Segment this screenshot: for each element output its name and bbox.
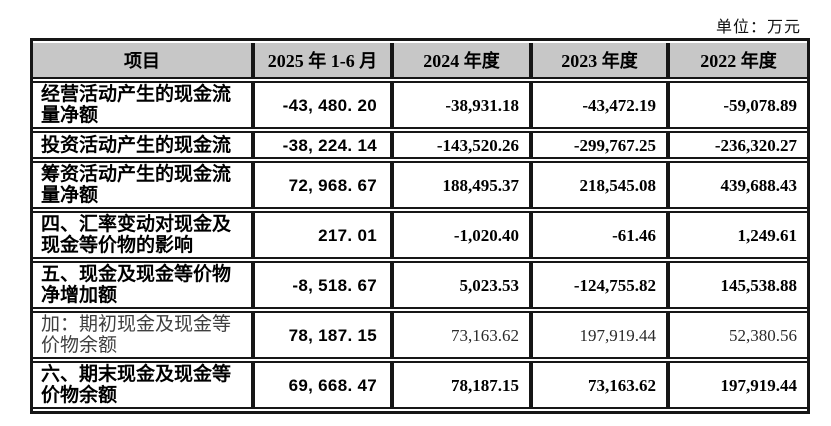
cell-value: -61.46 [531,211,668,259]
cell-value: 52,380.56 [668,311,807,359]
column-header: 2024 年度 [392,43,531,79]
cell-value: -8, 518. 67 [253,261,392,309]
row-label: 筹资活动产生的现金流量净额 [33,161,253,209]
cell-value: 73,163.62 [392,311,531,359]
cash-flow-table: 项目 2025 年 1-6 月 2024 年度 2023 年度 2022 年度 经营活动… [30,38,810,414]
cell-value: -38, 224. 14 [253,131,392,159]
cell-value: -299,767.25 [531,131,668,159]
cell-value: 197,919.44 [531,311,668,359]
row-label: 五、现金及现金等价物净增加额 [33,261,253,309]
column-header: 2023 年度 [531,43,668,79]
column-header: 2022 年度 [668,43,807,79]
column-header: 项目 [33,43,253,79]
cell-value: 5,023.53 [392,261,531,309]
table-row: 投资活动产生的现金流 -38, 224. 14 -143,520.26 -299,76… [33,131,807,159]
cell-value: 439,688.43 [668,161,807,209]
cell-value: -43, 480. 20 [253,81,392,129]
row-label: 四、汇率变动对现金及现金等价物的影响 [33,211,253,259]
cell-value: -1,020.40 [392,211,531,259]
cell-value: 73,163.62 [531,361,668,409]
cell-value: 145,538.88 [668,261,807,309]
cell-value: -124,755.82 [531,261,668,309]
cell-value: 78, 187. 15 [253,311,392,359]
row-label: 六、期末现金及现金等价物余额 [33,361,253,409]
unit-label: 单位：万元 [715,19,801,36]
table-row: 经营活动产生的现金流量净额 -43, 480. 20 -38,931.18 -43,4… [33,81,807,129]
table-row: 筹资活动产生的现金流量净额 72, 968. 67 188,495.37 218,54… [33,161,807,209]
cell-value: 78,187.15 [392,361,531,409]
cell-value: 1,249.61 [668,211,807,259]
row-label: 投资活动产生的现金流 [33,131,253,159]
table-row: 五、现金及现金等价物净增加额 -8, 518. 67 5,023.53 -124,75… [33,261,807,309]
cell-value: -236,320.27 [668,131,807,159]
cell-value: -143,520.26 [392,131,531,159]
cell-value: 188,495.37 [392,161,531,209]
cell-value: 217. 01 [253,211,392,259]
table-row: 加：期初现金及现金等价物余额 78, 187. 15 73,163.62 197,91… [33,311,807,359]
cell-value: -59,078.89 [668,81,807,129]
column-header: 2025 年 1-6 月 [253,43,392,79]
cell-value: 218,545.08 [531,161,668,209]
cell-value: -38,931.18 [392,81,531,129]
table-header-row: 项目 2025 年 1-6 月 2024 年度 2023 年度 2022 年度 [33,43,807,79]
table-row: 四、汇率变动对现金及现金等价物的影响 217. 01 -1,020.40 -61.46… [33,211,807,259]
cell-value: -43,472.19 [531,81,668,129]
cell-value: 72, 968. 67 [253,161,392,209]
row-label: 经营活动产生的现金流量净额 [33,81,253,129]
row-label: 加：期初现金及现金等价物余额 [33,311,253,359]
table-row: 六、期末现金及现金等价物余额 69, 668. 47 78,187.15 73,163… [33,361,807,409]
cell-value: 69, 668. 47 [253,361,392,409]
cell-value: 197,919.44 [668,361,807,409]
